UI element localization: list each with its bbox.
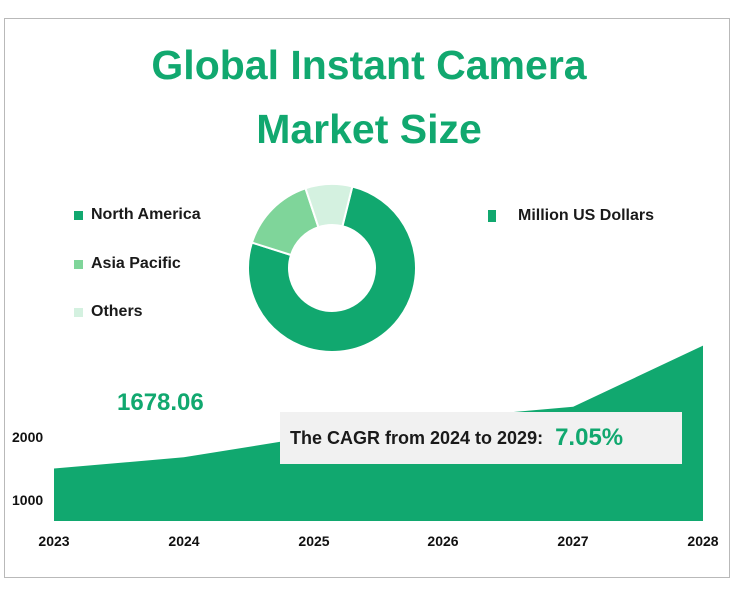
legend-label-others: Others <box>91 303 143 320</box>
chart-frame <box>4 18 730 578</box>
legend-swatch-others <box>74 307 83 317</box>
x-tick-2027: 2027 <box>557 533 589 549</box>
legend-label-north-america: North America <box>91 206 201 223</box>
legend-label-asia-pacific: Asia Pacific <box>91 255 181 272</box>
y-tick-2000: 2000 <box>12 429 44 445</box>
x-tick-2026: 2026 <box>427 533 459 549</box>
x-tick-2028: 2028 <box>687 533 719 549</box>
cagr-label: The CAGR from 2024 to 2029: <box>290 427 544 448</box>
data-label-2024: 1678.06 <box>117 389 204 416</box>
legend-swatch-north-america <box>74 210 83 220</box>
chart-title-line2: Market Size <box>256 106 482 152</box>
donut-slice-others <box>304 183 354 229</box>
legend-item-asia-pacific: Asia Pacific <box>74 255 181 273</box>
legend-swatch-asia-pacific <box>74 259 83 269</box>
legend-item-million-us-dollars: Million US Dollars <box>488 207 654 225</box>
x-tick-2025: 2025 <box>298 533 330 549</box>
y-tick-1000: 1000 <box>12 492 44 508</box>
legend-item-north-america: North America <box>74 206 201 224</box>
legend-swatch-million-us-dollars <box>488 210 496 222</box>
x-tick-2023: 2023 <box>38 533 70 549</box>
chart-title-line1: Global Instant Camera <box>151 42 587 88</box>
cagr-value: 7.05% <box>555 424 624 451</box>
donut-slice-north-america <box>247 185 417 353</box>
cagr-box: The CAGR from 2024 to 2029: 7.05% <box>280 412 682 464</box>
donut-chart <box>247 183 417 353</box>
x-tick-2024: 2024 <box>168 533 200 549</box>
legend-label-million-us-dollars: Million US Dollars <box>518 207 655 224</box>
legend-item-others: Others <box>74 303 143 321</box>
